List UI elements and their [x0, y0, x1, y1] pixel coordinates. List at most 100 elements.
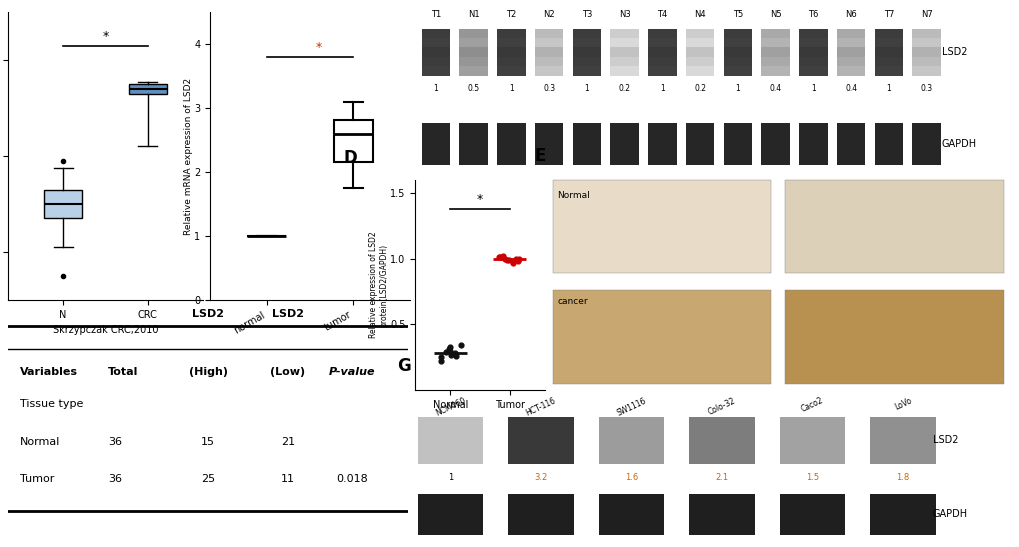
Bar — [836, 28, 864, 75]
Bar — [760, 123, 789, 165]
Point — [507, 254, 524, 263]
Text: 0.018: 0.018 — [336, 474, 368, 484]
X-axis label: Skrzypczak CRC,2010: Skrzypczak CRC,2010 — [53, 325, 158, 335]
Text: LSD2: LSD2 — [931, 435, 957, 445]
Point — [440, 345, 457, 354]
Bar — [912, 57, 941, 66]
Text: GAPDH: GAPDH — [941, 138, 976, 149]
PathPatch shape — [128, 84, 167, 94]
Bar — [534, 123, 562, 165]
Bar — [779, 417, 845, 464]
Bar — [609, 38, 638, 48]
Bar — [798, 28, 826, 75]
Bar — [836, 66, 864, 75]
Text: 36: 36 — [108, 437, 122, 446]
Bar — [689, 417, 754, 464]
Text: *: * — [315, 40, 322, 54]
Text: N3: N3 — [619, 10, 630, 19]
Bar — [760, 28, 789, 75]
Bar — [836, 38, 864, 48]
Point — [433, 353, 449, 362]
Bar — [874, 66, 903, 75]
Bar — [760, 66, 789, 75]
Text: HCT-116: HCT-116 — [524, 396, 557, 418]
Bar — [785, 290, 1003, 383]
Bar — [496, 28, 525, 38]
Bar — [421, 66, 449, 75]
Text: 36: 36 — [108, 474, 122, 484]
Text: LSD2: LSD2 — [272, 309, 304, 319]
Bar — [598, 417, 663, 464]
Bar — [459, 28, 487, 75]
Bar — [722, 57, 751, 66]
Point — [491, 253, 507, 262]
Bar — [609, 57, 638, 66]
Bar — [421, 57, 449, 66]
Text: Variables: Variables — [20, 367, 77, 377]
Text: N4: N4 — [694, 10, 705, 19]
Bar — [722, 28, 751, 75]
Point — [495, 252, 512, 260]
Text: T4: T4 — [656, 10, 666, 19]
Bar — [798, 57, 826, 66]
Point — [510, 257, 526, 266]
Bar — [552, 290, 770, 383]
Bar — [836, 123, 864, 165]
Text: 1: 1 — [508, 84, 514, 93]
Bar — [722, 38, 751, 48]
Bar — [874, 48, 903, 57]
Text: 1: 1 — [447, 473, 452, 482]
Bar — [572, 38, 600, 48]
PathPatch shape — [44, 190, 83, 218]
Bar — [760, 57, 789, 66]
Text: T7: T7 — [882, 10, 894, 19]
Bar — [779, 493, 845, 535]
Bar — [874, 28, 903, 75]
Text: 0.2: 0.2 — [618, 84, 630, 93]
Text: T6: T6 — [807, 10, 818, 19]
Bar — [496, 57, 525, 66]
Text: SW1116: SW1116 — [614, 396, 647, 417]
Text: N7: N7 — [920, 10, 931, 19]
Bar — [534, 28, 562, 75]
Text: LSD2: LSD2 — [941, 47, 966, 57]
Text: 21: 21 — [280, 437, 294, 446]
Text: N1: N1 — [468, 10, 479, 19]
Point — [498, 255, 515, 264]
Bar — [722, 28, 751, 38]
Bar — [647, 28, 676, 75]
Bar — [609, 66, 638, 75]
Bar — [421, 28, 449, 75]
Text: N5: N5 — [769, 10, 781, 19]
Point — [437, 347, 453, 356]
Text: *: * — [477, 193, 483, 206]
Bar — [421, 28, 449, 38]
Text: 1: 1 — [584, 84, 589, 93]
Point — [433, 357, 449, 365]
Text: 1.8: 1.8 — [896, 473, 909, 482]
Bar — [496, 28, 525, 75]
Bar — [798, 48, 826, 57]
Text: 3.2: 3.2 — [534, 473, 547, 482]
Bar — [496, 48, 525, 57]
Bar — [507, 493, 574, 535]
Bar — [760, 28, 789, 38]
Bar — [459, 48, 487, 57]
Bar — [418, 493, 483, 535]
Bar — [459, 28, 487, 38]
Bar — [534, 28, 562, 38]
Bar — [421, 48, 449, 57]
Bar — [598, 493, 663, 535]
Point — [492, 253, 508, 262]
Text: 1.6: 1.6 — [625, 473, 638, 482]
Text: N2: N2 — [543, 10, 554, 19]
Text: D: D — [343, 149, 357, 167]
Text: GAPDH: GAPDH — [931, 509, 967, 519]
Bar — [572, 57, 600, 66]
Bar — [722, 66, 751, 75]
Bar — [912, 28, 941, 75]
Text: *: * — [102, 30, 108, 43]
Bar — [421, 123, 449, 165]
Bar — [496, 38, 525, 48]
Bar — [572, 28, 600, 75]
